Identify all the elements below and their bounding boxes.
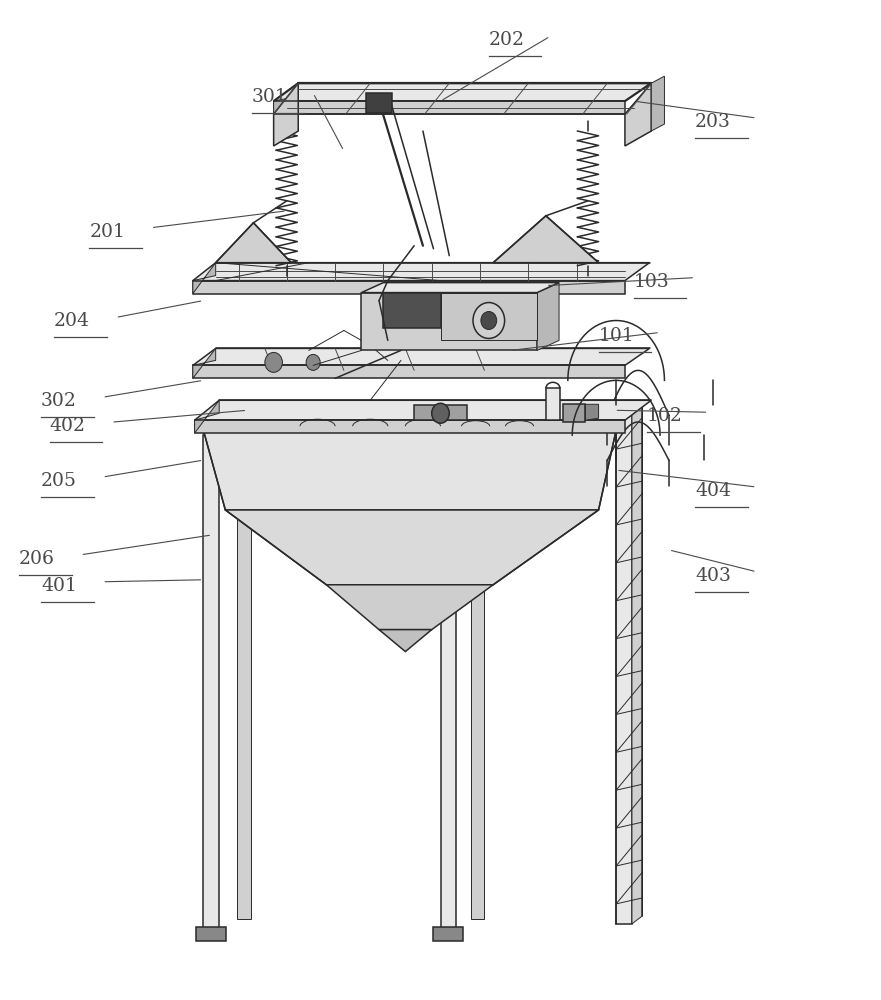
Text: 201: 201 [89, 223, 125, 241]
Text: 402: 402 [49, 417, 85, 435]
Polygon shape [274, 83, 299, 146]
Polygon shape [383, 293, 440, 328]
Text: 103: 103 [633, 273, 670, 291]
Polygon shape [546, 388, 560, 420]
Circle shape [265, 352, 283, 372]
Polygon shape [204, 430, 616, 510]
Polygon shape [585, 404, 598, 420]
Polygon shape [274, 83, 299, 114]
Polygon shape [274, 83, 651, 101]
Polygon shape [195, 400, 651, 420]
Polygon shape [216, 223, 292, 263]
Polygon shape [237, 435, 251, 919]
Polygon shape [414, 405, 467, 420]
Text: 102: 102 [647, 407, 683, 425]
Polygon shape [193, 263, 216, 294]
Polygon shape [433, 927, 463, 941]
Text: 302: 302 [41, 392, 77, 410]
Polygon shape [193, 348, 649, 365]
Polygon shape [193, 348, 216, 378]
Text: 206: 206 [19, 550, 55, 568]
Polygon shape [193, 263, 649, 281]
Polygon shape [193, 281, 625, 294]
Circle shape [481, 312, 497, 329]
Polygon shape [379, 630, 432, 652]
Polygon shape [440, 293, 537, 340]
Polygon shape [471, 435, 485, 919]
Circle shape [473, 303, 505, 338]
Polygon shape [537, 283, 559, 350]
Polygon shape [616, 410, 632, 924]
Polygon shape [564, 404, 585, 422]
Polygon shape [651, 76, 664, 131]
Polygon shape [195, 420, 625, 433]
Polygon shape [493, 216, 598, 263]
Polygon shape [274, 101, 625, 114]
Polygon shape [632, 402, 642, 924]
Polygon shape [361, 293, 537, 350]
Text: 205: 205 [41, 472, 77, 490]
Text: 404: 404 [695, 482, 731, 500]
Polygon shape [226, 510, 598, 585]
Text: 401: 401 [41, 577, 77, 595]
Polygon shape [204, 435, 219, 934]
Text: 403: 403 [695, 567, 731, 585]
Polygon shape [366, 93, 392, 113]
Polygon shape [361, 283, 559, 293]
Text: 202: 202 [489, 31, 525, 49]
Polygon shape [326, 585, 493, 630]
Text: 301: 301 [252, 88, 287, 106]
Circle shape [432, 403, 449, 423]
Polygon shape [195, 400, 219, 433]
Circle shape [306, 354, 320, 370]
Polygon shape [625, 83, 651, 146]
Text: 204: 204 [54, 312, 90, 330]
Polygon shape [440, 435, 456, 934]
Polygon shape [193, 365, 625, 378]
Text: 101: 101 [598, 327, 634, 345]
Polygon shape [196, 927, 226, 941]
Text: 203: 203 [695, 113, 731, 131]
